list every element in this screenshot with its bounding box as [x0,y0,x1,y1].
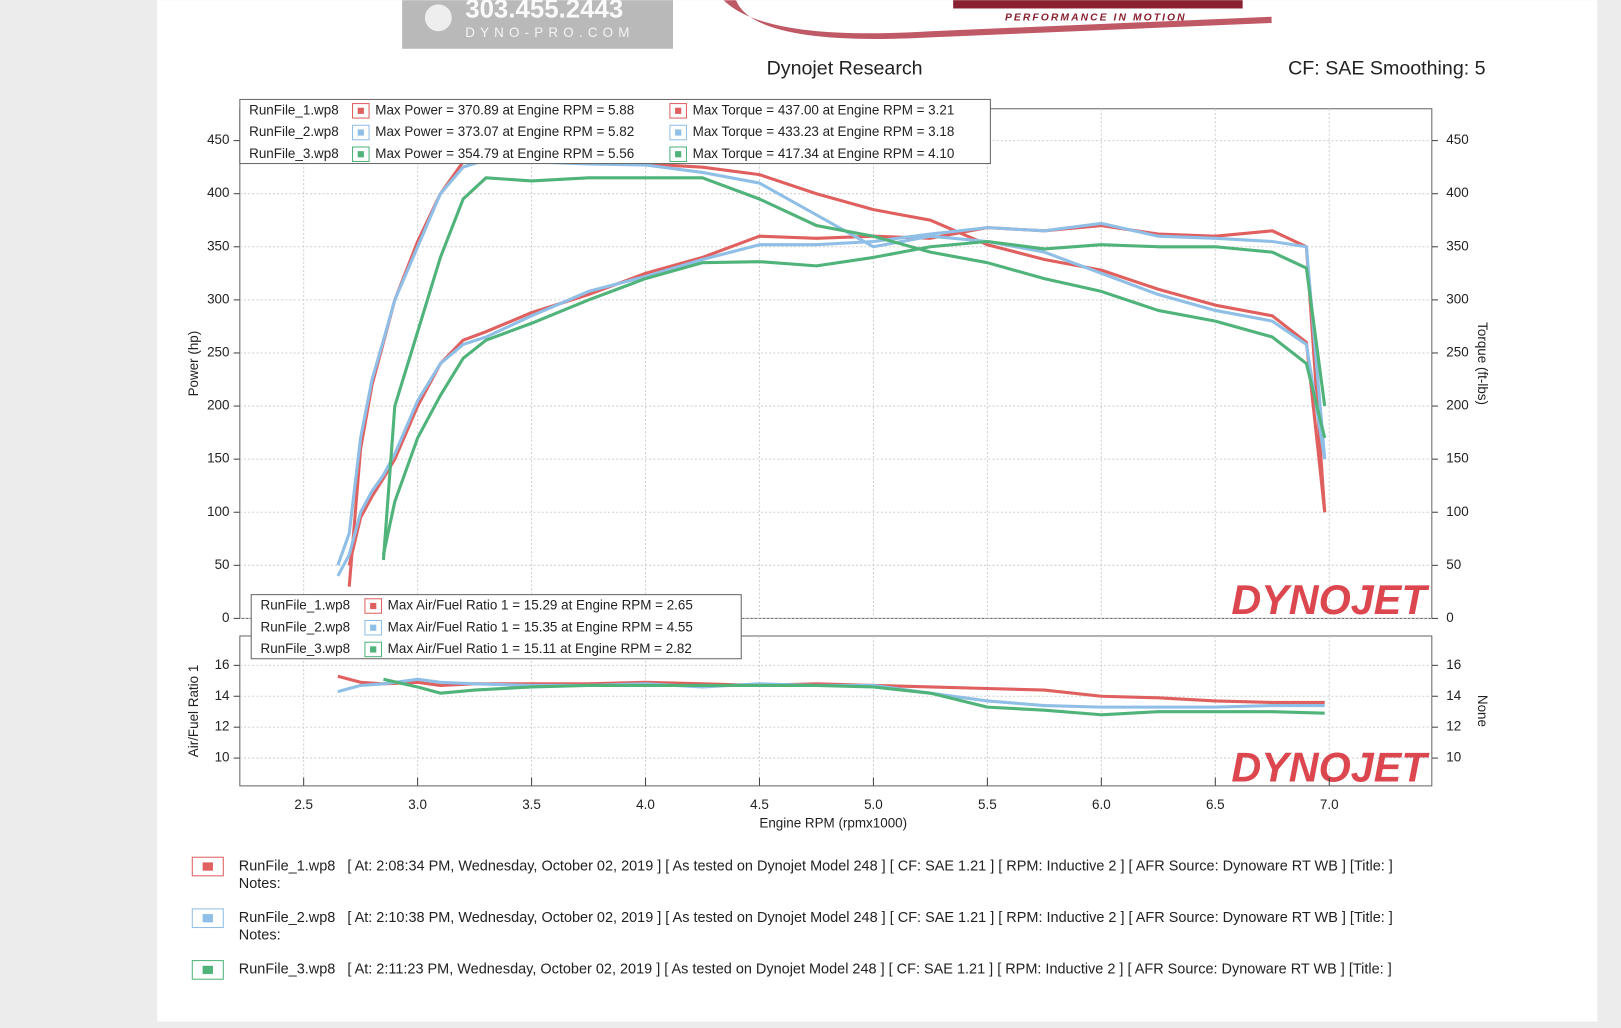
run-info: [ At: 2:08:34 PM, Wednesday, October 02,… [347,858,1392,874]
watermark: DYNOJET [1231,577,1430,623]
data-line [336,221,1327,577]
legend-afr: Max Air/Fuel Ratio 1 = 15.35 at Engine R… [388,619,693,634]
legend-power: Max Power = 354.79 at Engine RPM = 5.56 [375,146,634,161]
run-name: RunFile_3.wp8 [239,962,336,978]
y-tick-label: 350 [207,238,229,253]
logo-top [953,0,1243,9]
data-line [381,239,1327,556]
legend-name: RunFile_1.wp8 [249,102,339,117]
y-tick-label: 450 [207,132,229,147]
x-tick-label: 3.5 [522,797,541,812]
y-tick-label: 16 [215,657,230,672]
tagline: PERFORMANCE IN MOTION [1005,13,1187,24]
swoosh [723,0,1272,39]
legend-power: Max Power = 373.07 at Engine RPM = 5.82 [375,124,634,139]
y2-tick-label: 400 [1446,185,1468,200]
x-tick-label: 6.5 [1206,797,1225,812]
y-tick-label: 12 [215,719,230,734]
x-tick-label: 4.5 [750,797,769,812]
legend-torque: Max Torque = 433.23 at Engine RPM = 3.18 [693,124,955,139]
data-line [336,158,1327,566]
legend-name: RunFile_3.wp8 [249,146,339,161]
y2-tick-label: 12 [1446,719,1461,734]
legend-swatch-fill [370,624,377,631]
legend-name: RunFile_3.wp8 [261,641,351,656]
x-axis-title: Engine RPM (rpmx1000) [759,816,907,831]
y-tick-label: 250 [207,345,229,360]
y2-tick-label: 200 [1446,398,1468,413]
y2-tick-label: 150 [1446,451,1468,466]
y2-tick-label: 50 [1446,557,1461,572]
y2-tick-label: 16 [1446,657,1461,672]
y2-tick-label: 14 [1446,688,1461,703]
run-info: [ At: 2:11:23 PM, Wednesday, October 02,… [347,962,1391,978]
site: DYNO-PRO.COM [465,25,634,40]
legend-swatch-fill [370,646,377,653]
run-swatch-fill [202,914,213,923]
legend-swatch-fill [370,602,377,610]
legend-name: RunFile_1.wp8 [261,598,351,613]
legend-name: RunFile_2.wp8 [261,619,351,634]
settings: CF: SAE Smoothing: 5 [1288,58,1486,80]
legend-afr: Max Air/Fuel Ratio 1 = 15.11 at Engine R… [388,641,692,656]
legend-name: RunFile_2.wp8 [249,124,339,139]
y-tick-label: 400 [207,185,229,200]
chart-title: Dynojet Research [767,58,923,80]
plot-area [239,108,1433,619]
y2-tick-label: 450 [1446,132,1468,147]
legend-swatch-fill [675,129,682,136]
legend-swatch-fill [357,129,364,136]
legend-swatch-fill [357,151,364,158]
data-line [381,176,1327,561]
run-name: RunFile_2.wp8 [239,910,336,926]
legend-swatch-fill [675,151,682,158]
y2-axis-title: Torque (ft-lbs) [1475,322,1490,405]
y2-tick-label: 0 [1446,610,1453,625]
legend-power: Max Power = 370.89 at Engine RPM = 5.88 [375,102,634,117]
y-tick-label: 100 [207,504,229,519]
x-tick-label: 6.0 [1092,797,1111,812]
run-name: RunFile_1.wp8 [239,858,336,874]
legend-afr: Max Air/Fuel Ratio 1 = 15.29 at Engine R… [388,598,693,613]
y-tick-label: 150 [207,451,229,466]
y-tick-label: 14 [215,688,230,703]
y-tick-label: 50 [215,557,230,572]
logo-icon [424,4,452,32]
data-line [383,677,1325,717]
y-tick-label: 10 [215,750,230,765]
legend-swatch-fill [675,107,682,114]
y-tick-label: 300 [207,291,229,306]
legend-box [250,594,742,660]
y-axis-title: Power (hp) [186,331,201,397]
run-notes: Notes: [239,928,281,944]
run-swatch-fill [202,965,213,975]
x-tick-label: 4.0 [636,797,655,812]
phone: 303.455.2443 [465,0,623,23]
x-tick-label: 7.0 [1320,797,1339,812]
y2-tick-label: 300 [1446,291,1468,306]
y2-tick-label: 10 [1446,750,1461,765]
x-tick-label: 2.5 [294,797,313,812]
x-tick-label: 5.5 [978,797,997,812]
y2-tick-label: 250 [1446,345,1468,360]
data-line [347,224,1327,566]
y-tick-label: 0 [222,610,229,625]
y2-axis-title: None [1475,695,1490,727]
legend-torque: Max Torque = 437.00 at Engine RPM = 3.21 [693,102,955,117]
y2-tick-label: 100 [1446,504,1468,519]
run-info: [ At: 2:10:38 PM, Wednesday, October 02,… [347,910,1392,926]
y-axis-title: Air/Fuel Ratio 1 [186,665,201,758]
legend-swatch-fill [357,107,364,114]
run-swatch-fill [202,862,213,871]
y2-tick-label: 350 [1446,238,1468,253]
y-tick-label: 200 [207,398,229,413]
watermark: DYNOJET [1231,744,1430,790]
legend-torque: Max Torque = 417.34 at Engine RPM = 4.10 [693,146,955,161]
x-tick-label: 5.0 [864,797,883,812]
x-tick-label: 3.0 [408,797,427,812]
run-notes: Notes: [239,876,281,892]
